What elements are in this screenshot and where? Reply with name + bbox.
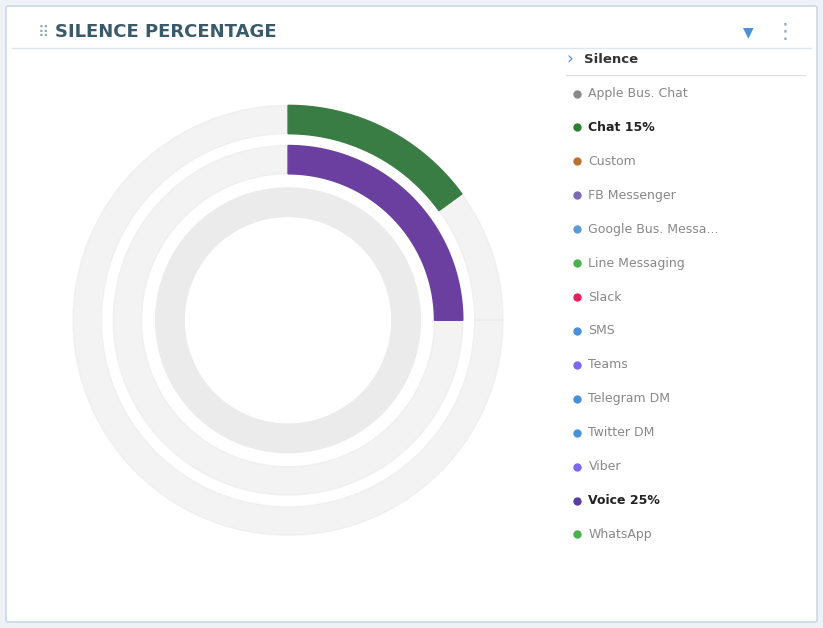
Text: Twitter DM: Twitter DM bbox=[588, 426, 655, 439]
Polygon shape bbox=[114, 146, 463, 495]
Text: Telegram DM: Telegram DM bbox=[588, 392, 671, 405]
Text: Teams: Teams bbox=[588, 359, 628, 371]
Text: SILENCE PERCENTAGE: SILENCE PERCENTAGE bbox=[55, 23, 277, 41]
Text: Line Messaging: Line Messaging bbox=[588, 257, 686, 269]
Text: ⋮: ⋮ bbox=[774, 22, 796, 42]
Text: Viber: Viber bbox=[588, 460, 621, 473]
Text: Slack: Slack bbox=[588, 291, 622, 303]
Polygon shape bbox=[156, 188, 421, 453]
Polygon shape bbox=[288, 106, 462, 210]
Polygon shape bbox=[73, 106, 503, 535]
Text: ▼: ▼ bbox=[742, 25, 753, 39]
Text: ›: › bbox=[566, 51, 573, 68]
Text: Chat 15%: Chat 15% bbox=[588, 121, 655, 134]
Text: Voice 25%: Voice 25% bbox=[588, 494, 660, 507]
Text: Google Bus. Messa...: Google Bus. Messa... bbox=[588, 223, 719, 236]
Polygon shape bbox=[288, 146, 463, 320]
Text: ⠿: ⠿ bbox=[38, 24, 49, 40]
Polygon shape bbox=[156, 188, 421, 453]
Text: Custom: Custom bbox=[588, 155, 636, 168]
Text: SMS: SMS bbox=[588, 325, 616, 337]
Text: WhatsApp: WhatsApp bbox=[588, 528, 652, 541]
FancyBboxPatch shape bbox=[6, 6, 817, 622]
Text: Silence: Silence bbox=[584, 53, 639, 66]
Text: FB Messenger: FB Messenger bbox=[588, 189, 677, 202]
Text: Apple Bus. Chat: Apple Bus. Chat bbox=[588, 87, 688, 100]
